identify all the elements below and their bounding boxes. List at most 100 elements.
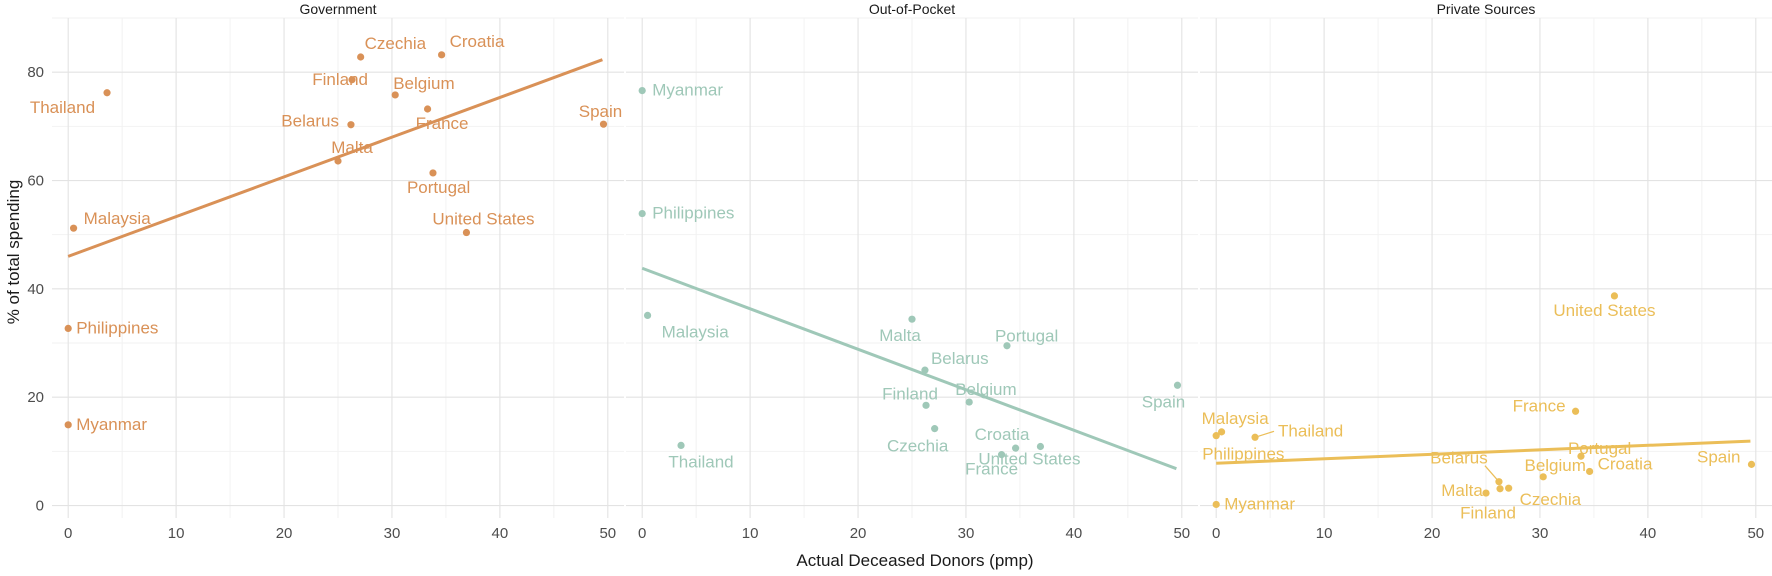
data-point-finland [922,401,930,409]
data-point-malaysia [69,224,78,232]
x-tick-label: 0 [638,525,646,542]
point-label-united-states: United States [1553,301,1655,320]
x-tick-label: 40 [492,525,509,542]
point-label-belgium: Belgium [955,380,1016,399]
x-tick-label: 30 [1532,525,1549,542]
data-point-croatia [1586,467,1594,476]
point-label-portugal: Portugal [1568,439,1631,458]
label-connector [1254,430,1275,438]
y-tick-label: 20 [27,389,44,406]
data-point-croatia [438,51,446,59]
data-point-spain [1747,460,1756,468]
x-tick-label: 50 [1747,525,1764,542]
trend-line [641,266,1177,471]
point-label-spain: Spain [1697,447,1740,466]
point-label-finland: Finland [312,70,368,89]
point-label-belarus: Belarus [281,112,339,131]
data-point-myanmar [64,421,72,429]
data-point-thailand [103,89,111,97]
data-point-portugal [1003,342,1011,350]
data-point-philippines [638,209,646,218]
point-label-united-states: United States [978,449,1080,468]
data-point-croatia [1012,444,1020,452]
data-point-united-states [1036,442,1045,451]
data-point-thailand [677,441,685,450]
panel-out-of-pocket: Out-of-Pocket 0 10 20 30 40 50 Myanmar Philippin… [626,1,1198,542]
data-point-france [1571,407,1580,415]
point-label-thailand: Thailand [1278,421,1343,440]
point-label-myanmar: Myanmar [652,81,723,100]
point-label-spain: Spain [1142,392,1185,411]
data-point-malta [908,315,916,323]
data-point-united-states [1610,292,1619,300]
point-label-finland: Finland [882,384,938,403]
point-label-philippines: Philippines [76,318,158,337]
point-label-croatia: Croatia [975,425,1030,444]
point-label-croatia: Croatia [450,32,505,51]
data-point-belgium [1539,473,1547,481]
point-label-thailand: Thailand [668,452,733,471]
point-label-malaysia: Malaysia [662,322,730,341]
point-label-portugal: Portugal [407,178,470,197]
x-axis-title: Actual Deceased Donors (pmp) [796,551,1033,570]
data-point-myanmar [638,86,646,95]
x-tick-label: 10 [1316,525,1333,542]
point-label-belgium: Belgium [393,74,454,93]
x-tick-label: 30 [958,525,975,542]
x-tick-label: 50 [599,525,616,542]
data-point-portugal [429,169,437,177]
y-axis-title: % of total spending [4,180,23,325]
point-label-myanmar: Myanmar [76,415,147,434]
x-tick-label: 50 [1173,525,1190,542]
point-label-malta: Malta [879,326,921,345]
data-point-finland [1496,485,1504,493]
panel-private-sources: Private Sources 0 10 20 30 40 50 United States M… [1200,1,1772,542]
point-label-czechia: Czechia [1520,490,1582,509]
x-tick-label: 10 [742,525,759,542]
point-label-united-states: United States [432,210,534,229]
point-label-france: France [965,460,1018,479]
label-connector [1484,465,1500,483]
x-tick-label: 20 [1424,525,1441,542]
data-point-myanmar [1212,500,1220,509]
data-point-spain [1173,381,1182,389]
point-label-croatia: Croatia [1598,454,1653,473]
panel-government: Government 0 10 20 30 40 50 0 20 40 60 80 Thailand Ma… [27,1,624,542]
panel-title: Out-of-Pocket [869,1,955,17]
y-tick-label: 80 [27,64,44,81]
panel-title: Government [299,1,376,17]
data-point-france [997,451,1006,459]
point-label-czechia: Czechia [887,437,949,456]
data-point-belarus [921,366,929,374]
data-point-portugal [1577,452,1585,460]
point-label-finland: Finland [1460,504,1516,523]
data-point-czechia [931,425,939,433]
data-point-malaysia [1217,428,1226,436]
panel-title: Private Sources [1437,1,1536,17]
data-point-belarus [347,121,355,129]
x-tick-label: 20 [276,525,293,542]
data-point-czechia [357,53,365,61]
point-label-france: France [416,114,469,133]
x-tick-label: 20 [850,525,867,542]
point-label-philippines: Philippines [1202,445,1284,464]
x-tick-label: 40 [1640,525,1657,542]
point-label-belarus: Belarus [931,349,989,368]
point-label-czechia: Czechia [365,34,427,53]
x-tick-label: 10 [168,525,185,542]
point-label-malta: Malta [331,138,373,157]
data-point-belgium [965,398,973,406]
data-point-malaysia [643,311,652,319]
data-point-finland [348,76,356,84]
data-point-united-states [462,228,471,237]
point-label-philippines: Philippines [652,204,734,223]
x-tick-label: 0 [1212,525,1220,542]
point-label-belgium: Belgium [1524,456,1585,475]
y-tick-label: 40 [27,281,44,298]
point-label-belarus: Belarus [1430,449,1488,468]
point-label-thailand: Thailand [30,98,95,117]
y-tick-label: 0 [36,498,44,515]
x-tick-label: 0 [64,525,72,542]
point-label-malaysia: Malaysia [1202,409,1270,428]
